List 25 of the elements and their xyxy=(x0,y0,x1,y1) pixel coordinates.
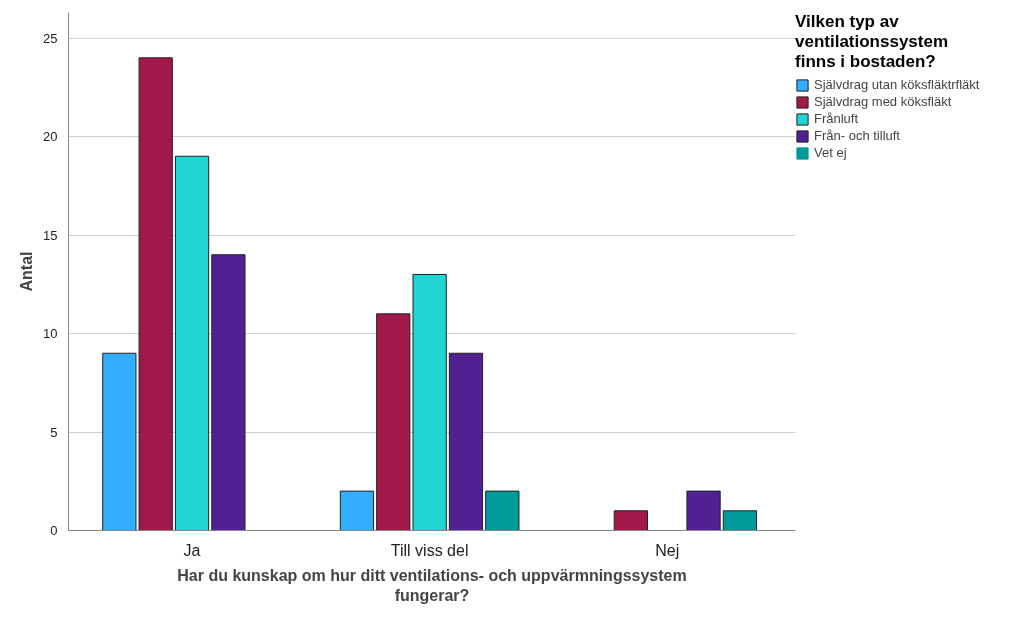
x-tick-label: Ja xyxy=(183,541,201,559)
x-tick-label: Till viss del xyxy=(390,541,469,559)
legend-title: Vilken typ av ventilationssystem finns i bostaden? xyxy=(795,12,950,72)
legend-label: Självdrag utan köksfläktrfläkt xyxy=(814,77,980,92)
legend-label: Självdrag med köksfläkt xyxy=(814,94,952,109)
y-tick-label: 0 xyxy=(50,523,58,538)
y-tick-label: 5 xyxy=(50,424,58,440)
legend-label: Vet ej xyxy=(814,145,847,160)
x-tick-label: Nej xyxy=(655,541,680,559)
y-tick-label: 20 xyxy=(43,129,58,145)
y-tick-label: 15 xyxy=(43,227,58,243)
x-axis-title: Har du kunskap om hur ditt ventilations- och uppvärmningssystem fungerar? xyxy=(177,566,687,604)
y-tick-label: 25 xyxy=(43,30,58,46)
y-axis-title: Antal xyxy=(18,251,36,292)
bar xyxy=(448,352,484,531)
legend-label: Från- och tilluft xyxy=(814,128,900,143)
bar xyxy=(339,490,375,531)
bar xyxy=(613,510,648,531)
bar xyxy=(174,155,210,531)
bar xyxy=(686,490,721,531)
legend-label: Frånluft xyxy=(814,111,859,126)
bar xyxy=(211,254,246,531)
bar xyxy=(722,510,758,531)
bar xyxy=(485,490,520,531)
y-tick-label: 10 xyxy=(43,326,58,342)
